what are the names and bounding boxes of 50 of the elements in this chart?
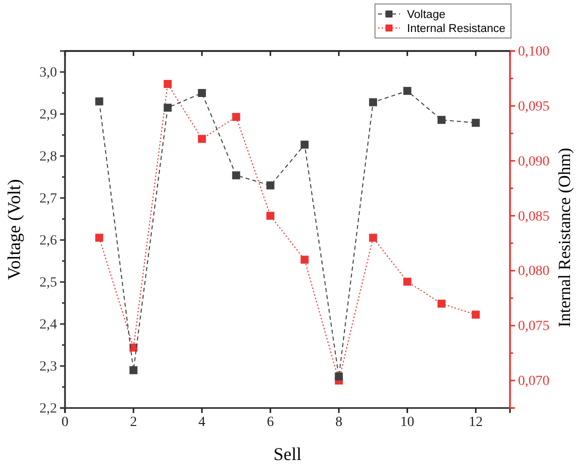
x-tick-label: 6 (266, 414, 274, 430)
legend-label: Internal Resistance (407, 23, 506, 35)
y-tick-label: 2,2 (40, 401, 57, 416)
x-tick-label: 12 (468, 414, 483, 430)
y-tick-label: 2,4 (40, 317, 57, 332)
y-tick-label: 2,8 (40, 149, 57, 164)
y2-tick-label: 0,090 (518, 154, 550, 170)
legend-label: Voltage (407, 9, 446, 21)
x-tick-label: 8 (335, 414, 342, 430)
point (266, 212, 274, 220)
point (232, 112, 240, 121)
y-tick-label: 3,0 (40, 65, 57, 80)
y2-tick-label: 0,085 (518, 209, 550, 224)
x-tick-label: 0 (62, 414, 68, 430)
y-tick-label: 2,5 (40, 275, 57, 290)
y-tick-label: 2,7 (40, 191, 57, 206)
y2-tick-label: 0,100 (518, 44, 550, 60)
point (300, 140, 309, 149)
x-tick-label: 2 (130, 414, 137, 430)
point (403, 278, 412, 286)
point (95, 234, 104, 242)
point (472, 118, 480, 127)
point (472, 310, 480, 319)
y-tick-label: 2,9 (40, 107, 57, 122)
point (164, 104, 172, 112)
y-tick-label: 2,6 (40, 233, 57, 248)
y2-tick-label: 0,070 (518, 374, 550, 390)
point (164, 80, 172, 88)
point (198, 134, 206, 143)
point (198, 89, 206, 97)
point (438, 300, 446, 308)
point (95, 97, 104, 106)
point (129, 366, 138, 374)
y-axis-title: Voltage (Volt) (4, 179, 24, 280)
point (300, 256, 309, 264)
y2-axis-title: Internal Resistance (Ohm) (555, 148, 574, 328)
point (334, 372, 343, 380)
y2-tick-label: 0,095 (518, 99, 550, 114)
point (403, 86, 412, 95)
point (266, 181, 274, 190)
y2-tick-label: 0,075 (518, 319, 550, 334)
y-tick-label: 2,3 (40, 359, 57, 374)
point (438, 116, 446, 124)
y2-tick-label: 0,080 (518, 264, 550, 280)
x-tick-label: 10 (400, 414, 414, 430)
x-axis-title: Sell (273, 444, 302, 464)
point (369, 234, 378, 242)
point (232, 171, 240, 180)
x-tick-label: 4 (198, 414, 206, 430)
point (369, 98, 378, 106)
